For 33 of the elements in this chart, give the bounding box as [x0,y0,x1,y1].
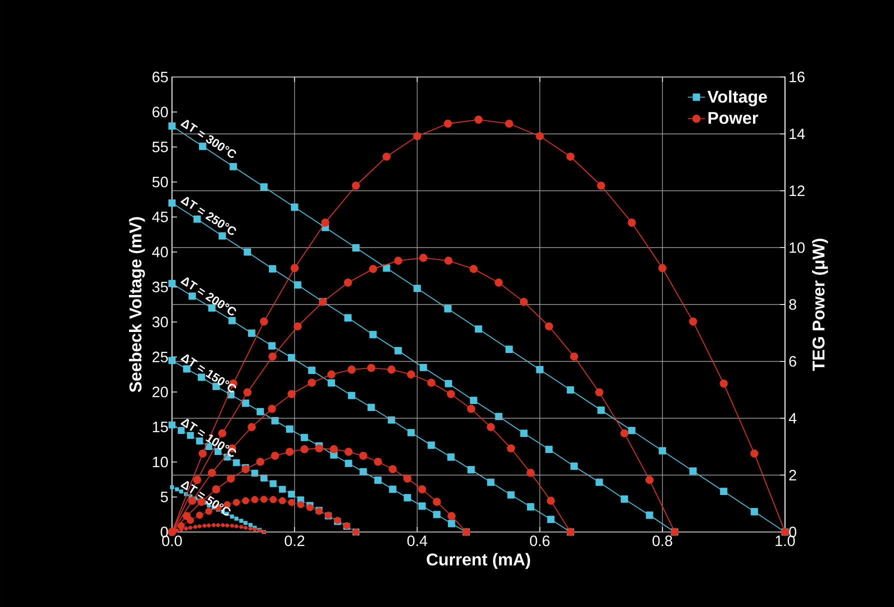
y-tick-label: 20 [152,386,168,398]
y-tick-label: 55 [152,142,168,152]
y-tick-label: 60 [152,106,168,118]
y2-tick-label: 4 [788,413,796,424]
legend-label: Power [708,112,758,124]
x-axis-title: Current (mA) [426,553,530,569]
annotation: ΔT = 50°C [180,480,231,516]
y2-axis-title: TEG Power (μW) [812,238,828,371]
legend-label: Voltage [708,90,767,106]
y2-tick-label: 12 [790,186,804,196]
y-axis-title: Seebeck Voltage (mV) [129,217,145,392]
y2-tick-label: 14 [790,128,805,140]
y2-tick-label: 10 [790,242,805,253]
x-tick-label: 0.8 [652,536,672,546]
y-tick-label: 25 [152,352,168,362]
y-tick-label: 30 [152,316,168,328]
y-tick-label: 40 [152,246,168,258]
y2-tick-label: 16 [790,72,805,82]
x-tick-label: 0.0 [162,536,182,546]
x-tick-label: 0.2 [284,536,304,546]
y-tick-label: 5 [160,492,168,502]
y-tick-label: 15 [152,422,168,432]
y2-tick-label: 2 [789,470,796,480]
y-tick-label: 10 [152,456,168,468]
y-tick-label: 65 [152,72,168,82]
y-tick-label: 35 [152,282,168,292]
x-tick-label: 0.4 [407,536,428,546]
x-tick-label: 0.6 [530,536,550,546]
y-tick-label: 45 [152,212,168,222]
y2-tick-label: 6 [789,356,796,367]
y-tick-label: 50 [152,176,168,188]
y2-tick-label: 8 [789,299,796,310]
x-tick-label: 1.0 [776,536,795,546]
